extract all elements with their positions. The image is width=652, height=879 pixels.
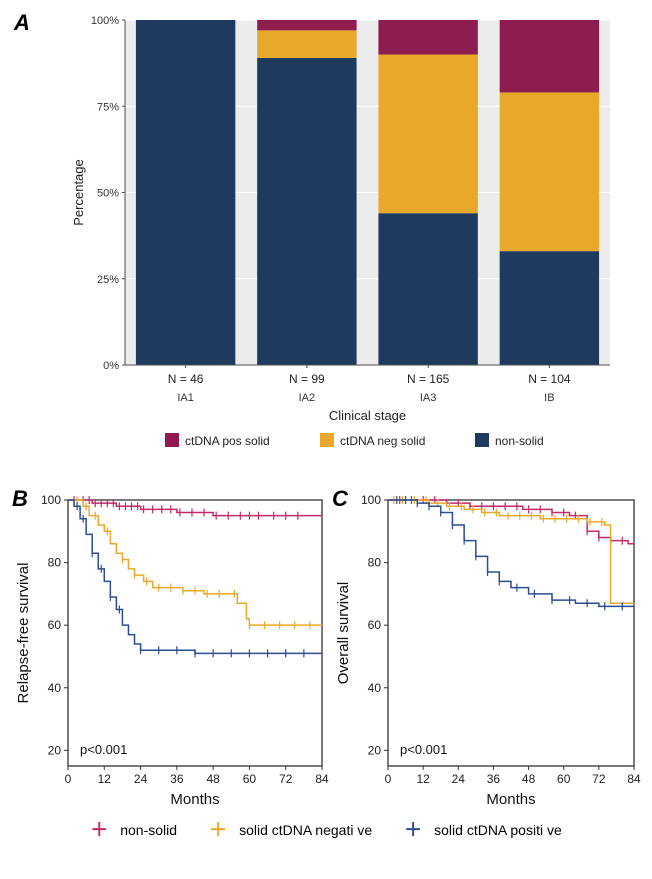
km-chart-os: 20 40 60 80 100 0 12 24 36 48 60 72 84 Months Overall … [330, 486, 642, 816]
svg-text:Months: Months [170, 791, 219, 808]
svg-text:N = 104: N = 104 [528, 372, 571, 386]
svg-text:60: 60 [557, 772, 571, 786]
svg-text:84: 84 [627, 772, 641, 786]
svg-text:IA2: IA2 [299, 392, 316, 404]
svg-text:72: 72 [279, 772, 293, 786]
svg-text:p<0.001: p<0.001 [80, 742, 127, 757]
svg-text:72: 72 [592, 772, 606, 786]
panel-a-container: A 0% 25% 50% 75% 100% N = 46 IA1 N = 99 IA2 N = 1… [10, 10, 642, 480]
svg-text:36: 36 [170, 772, 184, 786]
km-chart-rfs: 20 40 60 80 100 0 12 24 36 48 60 72 84 Months Relapse-… [10, 486, 330, 816]
svg-text:12: 12 [98, 772, 112, 786]
km-legend-glyph: ＋ [404, 823, 422, 837]
panel-label-c: C [332, 486, 348, 512]
svg-text:75%: 75% [97, 101, 119, 113]
km-legend: ＋ non-solid ＋ solid ctDNA negati ve ＋ solid c… [10, 822, 642, 839]
svg-text:0%: 0% [103, 360, 119, 372]
svg-text:Months: Months [486, 791, 535, 808]
km-legend-item: ＋ non-solid [82, 822, 185, 838]
km-legend-item: ＋ solid ctDNA positi ve [396, 822, 570, 838]
km-legend-glyph: ＋ [90, 823, 108, 837]
panel-b-container: B 20 40 60 80 100 0 12 24 36 48 60 72 84 Months Relaps… [10, 486, 330, 816]
svg-text:48: 48 [206, 772, 220, 786]
svg-text:IB: IB [544, 392, 554, 404]
svg-text:48: 48 [522, 772, 536, 786]
svg-text:24: 24 [452, 772, 466, 786]
km-legend-glyph: ＋ [209, 823, 227, 837]
svg-text:N = 46: N = 46 [168, 372, 204, 386]
svg-text:40: 40 [48, 681, 62, 695]
svg-text:84: 84 [315, 772, 329, 786]
svg-text:0: 0 [385, 772, 392, 786]
km-legend-item: ＋ solid ctDNA negati ve [201, 822, 380, 838]
svg-text:100%: 100% [91, 15, 119, 27]
svg-text:36: 36 [487, 772, 501, 786]
svg-text:Relapse-free survival: Relapse-free survival [15, 563, 32, 704]
km-legend-label: non-solid [120, 822, 177, 838]
svg-text:12: 12 [416, 772, 430, 786]
svg-text:24: 24 [134, 772, 148, 786]
svg-text:100: 100 [361, 493, 381, 507]
svg-text:60: 60 [368, 618, 382, 632]
svg-text:40: 40 [368, 681, 382, 695]
svg-text:Clinical stage: Clinical stage [329, 408, 406, 423]
svg-text:p<0.001: p<0.001 [400, 742, 447, 757]
km-row: B 20 40 60 80 100 0 12 24 36 48 60 72 84 Months Relaps… [10, 486, 642, 816]
panel-label-a: A [14, 10, 30, 36]
svg-text:IA3: IA3 [420, 392, 437, 404]
svg-text:60: 60 [243, 772, 257, 786]
svg-text:ctDNA neg solid: ctDNA neg solid [340, 434, 425, 448]
svg-text:25%: 25% [97, 274, 119, 286]
svg-text:0: 0 [65, 772, 72, 786]
svg-text:N = 165: N = 165 [407, 372, 450, 386]
svg-text:100: 100 [41, 493, 61, 507]
svg-text:non-solid: non-solid [495, 434, 544, 448]
svg-text:20: 20 [48, 743, 62, 757]
km-legend-label: solid ctDNA positi ve [434, 822, 562, 838]
svg-text:IA1: IA1 [177, 392, 194, 404]
bar-chart: 0% 25% 50% 75% 100% N = 46 IA1 N = 99 IA2 N = 165… [65, 10, 625, 480]
km-legend-label: solid ctDNA negati ve [239, 822, 372, 838]
svg-text:60: 60 [48, 618, 62, 632]
svg-text:80: 80 [368, 556, 382, 570]
svg-text:Percentage: Percentage [71, 159, 86, 226]
svg-text:Overall survival: Overall survival [335, 582, 352, 685]
panel-label-b: B [12, 486, 28, 512]
svg-text:N = 99: N = 99 [289, 372, 325, 386]
svg-text:20: 20 [368, 743, 382, 757]
svg-text:80: 80 [48, 556, 62, 570]
svg-text:50%: 50% [97, 188, 119, 200]
svg-text:ctDNA pos solid: ctDNA pos solid [185, 434, 270, 448]
panel-c-container: C 20 40 60 80 100 0 12 24 36 48 60 72 84 Months Overal… [330, 486, 642, 816]
